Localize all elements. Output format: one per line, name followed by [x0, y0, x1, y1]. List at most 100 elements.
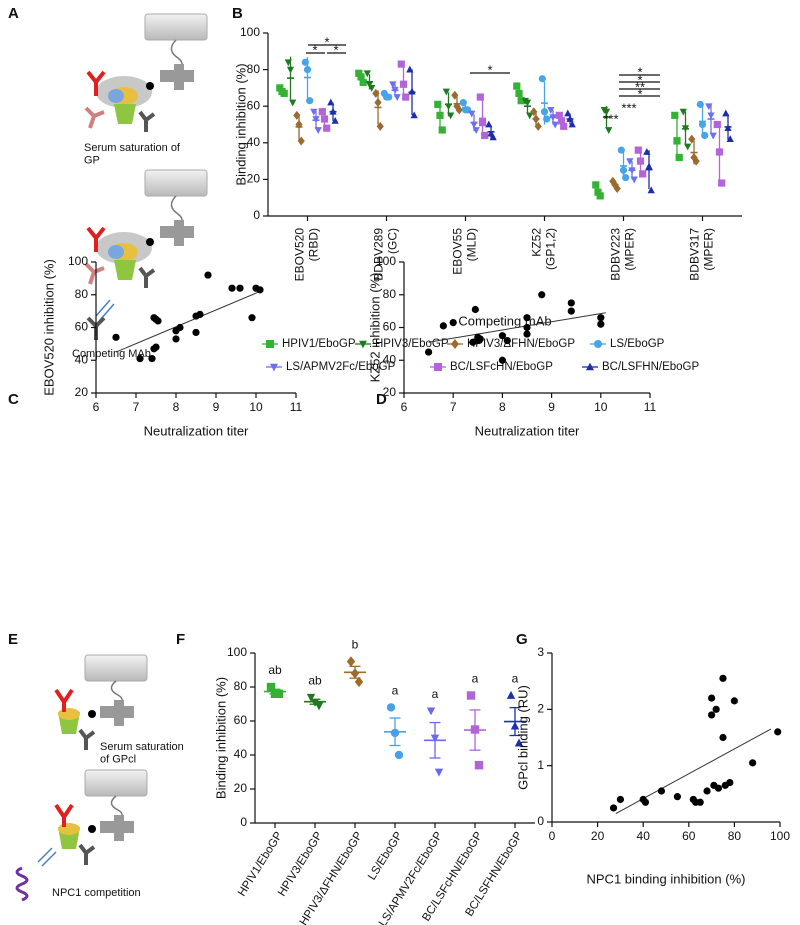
- point: [376, 121, 384, 131]
- point: [152, 343, 160, 351]
- point: [318, 108, 326, 116]
- point: [605, 127, 613, 134]
- point: [718, 179, 726, 187]
- point: [192, 328, 200, 337]
- serum-ab: [86, 70, 106, 96]
- gp-stalk: [114, 260, 136, 280]
- npc1: [15, 866, 29, 902]
- panel-letter: G: [516, 631, 528, 648]
- panel-letter: F: [176, 631, 185, 648]
- y-tick-label: 100: [227, 645, 247, 659]
- exchange-arrow: [95, 299, 115, 321]
- point: [256, 286, 264, 294]
- trend-line: [115, 291, 261, 353]
- x-tick-label: BDBV223(MPER): [609, 228, 637, 281]
- x-tick-label: 0: [549, 829, 556, 843]
- x-tick-label: 7: [133, 400, 140, 414]
- point: [266, 682, 276, 692]
- point: [506, 690, 516, 699]
- point: [657, 787, 666, 795]
- point: [314, 702, 324, 711]
- group-letter: a: [472, 672, 479, 686]
- point: [280, 89, 288, 97]
- y-tick-label: 60: [247, 98, 261, 112]
- panel-letter: B: [232, 5, 243, 22]
- point: [357, 73, 365, 81]
- point: [301, 58, 309, 66]
- panel-letter: D: [376, 391, 387, 408]
- x-tick-label: 11: [290, 400, 303, 414]
- point: [645, 162, 653, 170]
- gp-core-b: [108, 89, 124, 103]
- x-tick-label: 20: [591, 829, 605, 843]
- point: [523, 99, 532, 107]
- point: [310, 108, 318, 116]
- point: [472, 127, 480, 134]
- point: [671, 111, 679, 119]
- point: [293, 110, 301, 120]
- x-tick-label: 9: [548, 400, 555, 414]
- point: [289, 99, 297, 107]
- y-tick-label: 0: [253, 208, 260, 222]
- point: [538, 291, 546, 299]
- point: [397, 60, 405, 68]
- diagram-label: Serum saturation of GPcl: [100, 741, 184, 766]
- point: [394, 750, 404, 760]
- point: [390, 728, 400, 738]
- legend-marker: [270, 363, 278, 372]
- capture-ab: [160, 64, 194, 90]
- x-tick-label: 8: [173, 400, 180, 414]
- gpcl-core: [58, 823, 80, 835]
- group-letter: a: [432, 687, 439, 701]
- capture-ab: [100, 815, 134, 841]
- group-letter: a: [512, 672, 519, 686]
- point: [715, 148, 724, 156]
- y-tick-label: 2: [537, 702, 544, 716]
- point: [306, 693, 316, 702]
- point: [327, 98, 335, 106]
- y-tick-label: 40: [383, 352, 397, 366]
- y-tick-label: 80: [383, 287, 397, 301]
- point: [274, 689, 284, 698]
- point: [385, 93, 393, 101]
- y-tick-label: 80: [75, 287, 89, 301]
- diagram-label: Competing MAb: [72, 348, 151, 360]
- sensor-box: [84, 769, 148, 797]
- point: [707, 112, 715, 120]
- legend-label: LS/APMV2Fc/EboGP: [286, 361, 396, 373]
- point: [708, 694, 716, 702]
- diagram-label: Serum saturation of GP: [84, 142, 181, 167]
- point: [436, 111, 444, 119]
- point: [534, 121, 542, 131]
- point: [647, 186, 655, 194]
- legend-marker: [594, 340, 602, 348]
- sensor-box: [144, 169, 208, 197]
- point: [523, 330, 531, 338]
- point: [510, 721, 520, 730]
- point: [634, 146, 642, 154]
- point: [592, 181, 600, 189]
- y-tick-label: 40: [247, 135, 261, 149]
- point: [354, 676, 364, 688]
- x-tick-label: KZ52(GP1,2): [530, 228, 558, 270]
- point: [136, 355, 144, 363]
- point: [303, 66, 312, 74]
- point: [476, 335, 484, 343]
- point: [459, 98, 467, 107]
- legend-marker: [266, 340, 274, 348]
- point: [489, 133, 497, 141]
- x-tick-label: EBOV55(MLD): [451, 228, 479, 275]
- y-tick-label: 80: [234, 679, 248, 693]
- point: [713, 120, 721, 129]
- serum-ab: [138, 266, 156, 288]
- point: [485, 120, 493, 128]
- group-letter: a: [392, 684, 399, 698]
- point: [470, 725, 480, 734]
- point: [449, 318, 457, 327]
- point: [434, 100, 442, 108]
- point: [722, 109, 730, 117]
- point: [329, 107, 337, 115]
- sig-label: ***: [621, 100, 636, 115]
- x-tick-label: BDBV317(MPER): [688, 228, 716, 281]
- point: [498, 356, 506, 364]
